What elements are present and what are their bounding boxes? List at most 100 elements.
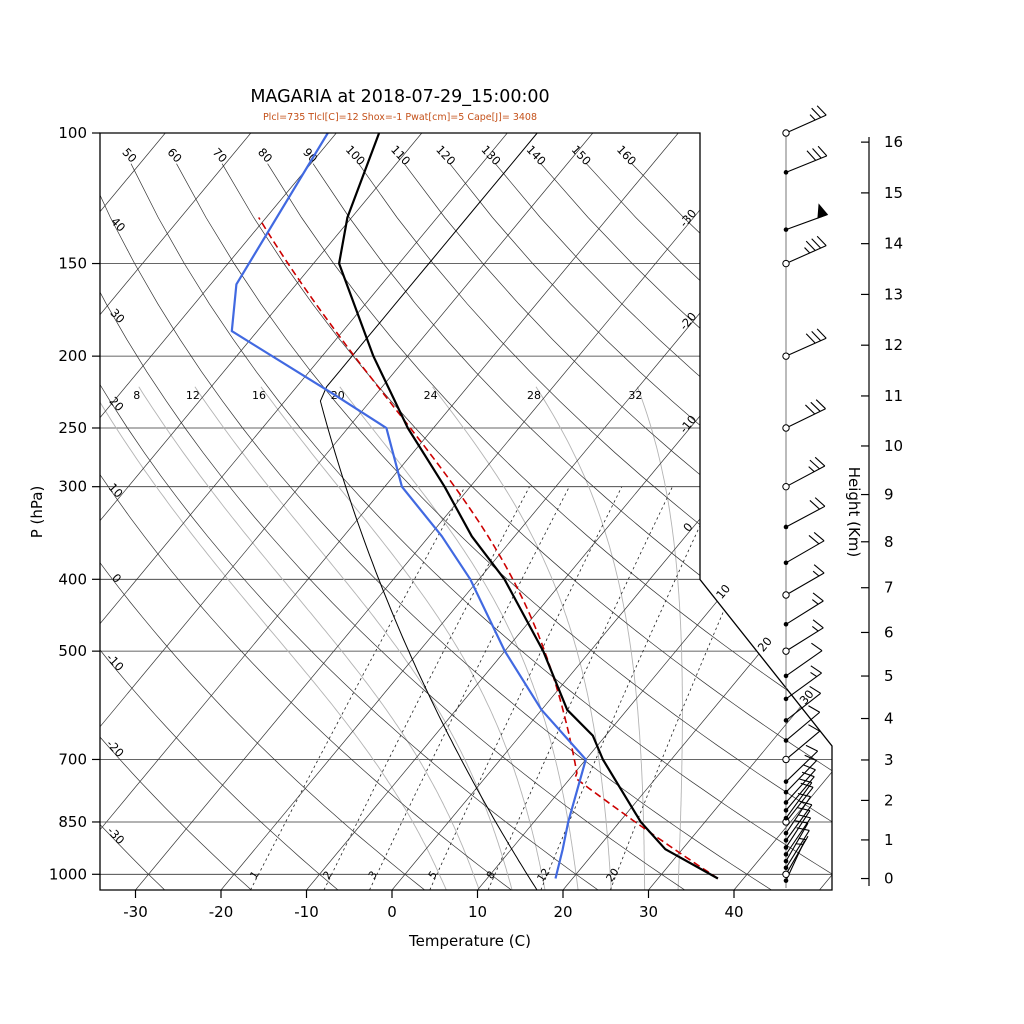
pressure-tick-label: 250 — [58, 419, 87, 437]
barb-staff — [785, 337, 827, 357]
barb-full-tick — [813, 532, 825, 542]
wind-barb — [783, 685, 822, 723]
dry-adiabat-line — [403, 163, 832, 890]
profiles-layer — [230, 133, 719, 890]
barb-full-tick — [816, 235, 827, 247]
barb-full-tick — [811, 107, 822, 118]
mixing-ratio-line — [250, 486, 466, 890]
pressure-tick-label: 850 — [58, 813, 87, 831]
wind-barb — [783, 497, 826, 530]
barb-full-tick — [810, 401, 821, 412]
barb-full-tick — [808, 705, 820, 713]
barb-staff — [785, 692, 822, 721]
isotherm-line — [391, 133, 832, 890]
dry-adiabat-line — [312, 163, 832, 890]
wind-barbs-layer — [782, 105, 829, 888]
dry-adiabat-line — [100, 163, 512, 890]
wind-barb — [783, 532, 825, 566]
dry-adiabat-line — [358, 163, 832, 890]
station-circle-filled — [783, 524, 789, 530]
isotherm-line — [100, 133, 337, 890]
height-axis-title: Height (Km) — [845, 467, 863, 558]
station-circle-filled — [783, 696, 789, 702]
barb-staff — [785, 810, 811, 848]
moist-adiabat-line — [138, 386, 480, 890]
barb-staff — [785, 769, 816, 803]
mixing-ratio-label: 1 — [248, 869, 262, 881]
barb-full-tick — [809, 685, 821, 694]
isotherm-label: -20 — [677, 309, 700, 332]
dry-adiabat-label: 70 — [210, 145, 230, 165]
station-circle-filled — [783, 170, 789, 175]
station-circle-filled — [783, 789, 789, 795]
moist-adiabat-label: 28 — [527, 389, 541, 402]
dry-adiabat-label: 100 — [343, 142, 368, 168]
mixing-ratio-label: 2 — [321, 869, 335, 881]
barb-full-tick — [805, 744, 818, 752]
station-circle-filled — [783, 878, 789, 883]
isotherm-line — [220, 133, 832, 890]
barb-half-tick — [810, 671, 818, 678]
temperature-tick-label: 30 — [639, 903, 658, 921]
temperature-tick-label: 40 — [724, 903, 743, 921]
moist-adiabat-label: 12 — [186, 389, 200, 402]
height-tick-label: 11 — [884, 387, 903, 405]
dry-adiabat-line — [100, 163, 772, 890]
moist-adiabat-line — [535, 386, 646, 890]
dry-adiabat-line — [100, 163, 339, 890]
barb-staff — [785, 730, 821, 760]
wind-barb — [782, 724, 821, 764]
mixing-ratio-label: 3 — [366, 869, 380, 881]
dry-adiabat-label: 40 — [108, 214, 128, 234]
isotherm-line — [100, 133, 508, 890]
barb-full-tick — [809, 459, 820, 470]
height-tick-label: 12 — [884, 336, 903, 354]
mixing-ratio-label: 20 — [604, 866, 622, 884]
station-circle-open — [782, 647, 790, 655]
wind-barb — [782, 399, 826, 432]
isotherm-label: 10 — [713, 582, 733, 602]
height-tick-label: 2 — [884, 791, 894, 809]
temperature-axis-title: Temperature (C) — [408, 932, 531, 950]
station-circle-filled — [783, 830, 789, 836]
pressure-tick-label: 100 — [58, 124, 87, 142]
dry-adiabat-line — [221, 163, 832, 890]
plot-boundary — [99, 132, 833, 891]
barb-full-tick — [805, 333, 816, 344]
wind-barb — [783, 145, 828, 175]
height-tick-label: 14 — [884, 235, 903, 253]
barb-full-tick — [808, 535, 820, 545]
barb-staff — [785, 782, 813, 819]
barb-staff — [785, 650, 823, 677]
dry-adiabat-line — [100, 163, 599, 890]
height-tick-label: 0 — [884, 870, 894, 888]
barb-full-tick — [809, 500, 820, 510]
barb-full-tick — [815, 399, 826, 410]
barb-staff — [785, 155, 828, 173]
station-circle-filled — [783, 738, 789, 743]
pressure-tick-label: 150 — [58, 255, 87, 273]
moist-adiabat-line — [260, 386, 546, 890]
isotherm-line — [100, 133, 679, 890]
barb-full-tick — [810, 665, 822, 674]
dry-adiabat-label: 50 — [119, 145, 139, 165]
barb-full-tick — [806, 150, 817, 161]
height-tick-label: 16 — [884, 133, 903, 151]
barb-full-tick — [816, 105, 827, 116]
height-tick-label: 4 — [884, 710, 894, 728]
barb-full-tick — [814, 497, 826, 507]
barb-staff — [785, 465, 826, 488]
station-circle-open — [782, 424, 790, 432]
station-circle-open — [782, 352, 790, 360]
station-circle-filled — [783, 779, 789, 784]
pressure-tick-label: 400 — [58, 570, 87, 588]
barb-staff — [785, 600, 824, 625]
barb-full-tick — [805, 240, 816, 251]
station-circle-filled — [783, 560, 789, 566]
barb-staff — [785, 786, 814, 823]
dry-adiabat-line — [540, 163, 832, 890]
pressure-tick-label: 300 — [58, 478, 87, 496]
